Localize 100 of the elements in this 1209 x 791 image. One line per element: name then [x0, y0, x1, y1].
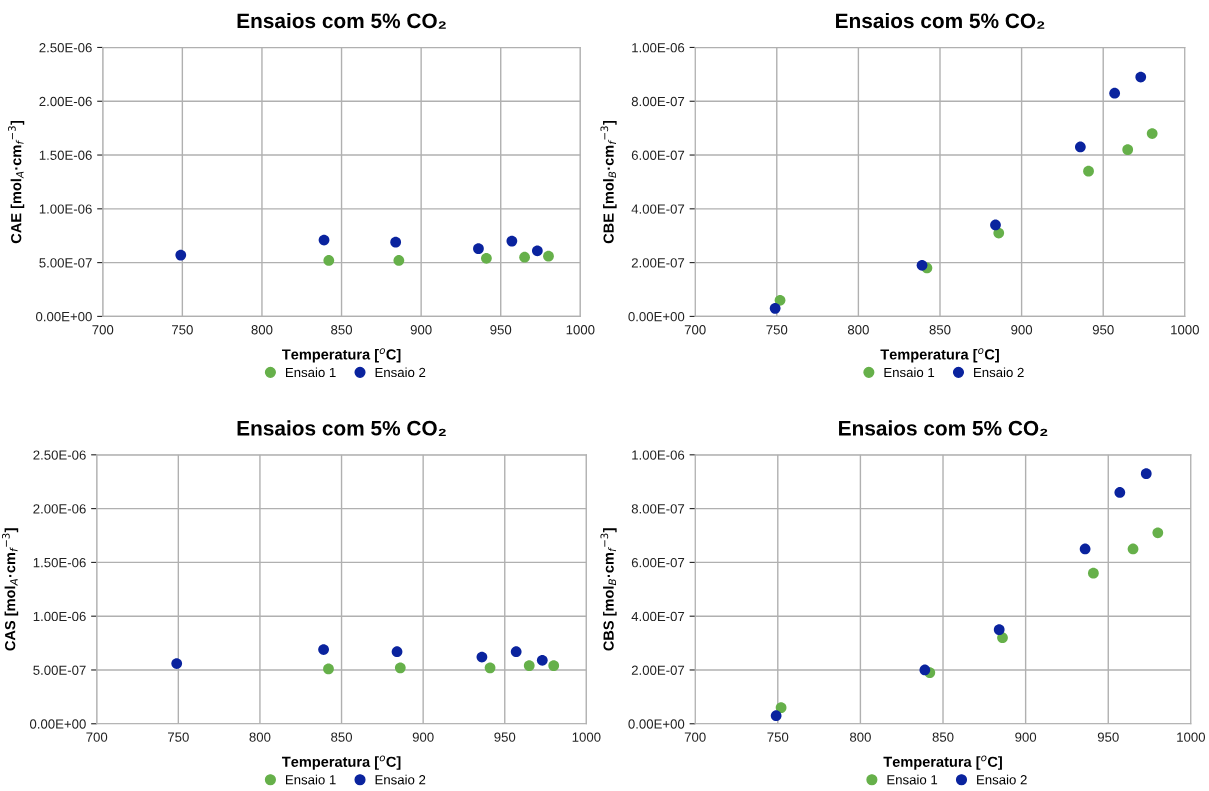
y-tick-label: 5.00E-07: [33, 665, 86, 675]
point: [543, 250, 554, 262]
x-tick-label: 800: [849, 732, 871, 742]
y-tick-label: 0.00E+00: [628, 311, 685, 322]
x-tick-label: 850: [929, 325, 951, 335]
y-tick-label: 0.00E+00: [628, 719, 685, 729]
x-tick-label: 800: [249, 732, 271, 742]
point: [1152, 527, 1164, 539]
x-axis-title: Temperatura [$^{o}$C]: [880, 348, 999, 363]
x-tick-label: 850: [932, 732, 954, 742]
legend-label: Ensaio 2: [977, 774, 1027, 785]
point: [1079, 543, 1091, 555]
legend-label: Ensaio 1: [286, 774, 336, 785]
x-tick-label: 900: [1011, 325, 1033, 335]
x-tick-label: 900: [412, 732, 434, 742]
x-tick-label: 800: [251, 325, 273, 335]
point: [323, 255, 335, 266]
y-tick-label: 6.00E-07: [631, 150, 685, 160]
point: [536, 654, 548, 666]
point: [1135, 71, 1147, 83]
x-tick-label: 900: [1015, 732, 1037, 742]
point: [769, 302, 781, 314]
point: [473, 243, 484, 255]
x-tick-label: 950: [494, 732, 516, 742]
point: [510, 646, 522, 658]
point: [1088, 567, 1099, 579]
legend-label: Ensaio 2: [375, 367, 426, 378]
y-axis-title: CBE [mol$_{B}$·cm$_{f}$$^{−3}$]: [600, 120, 617, 244]
y-tick-label: 2.50E-06: [39, 43, 92, 53]
point: [993, 624, 1005, 636]
y-tick-label: 1.00E-06: [632, 43, 685, 53]
point: [1146, 128, 1158, 139]
x-tick-label: 1000: [572, 732, 601, 742]
x-tick-label: 1000: [1171, 325, 1199, 335]
x-tick-label: 1000: [566, 325, 595, 335]
y-tick-label: 1.00E-06: [632, 450, 685, 460]
point: [1127, 543, 1139, 555]
point: [774, 294, 786, 306]
y-axis-title: CAS [mol$_{A}$·cm$_{f}$$^{−3}$]: [2, 528, 19, 651]
point: [323, 663, 334, 675]
y-tick-label: 1.00E-06: [33, 611, 86, 622]
y-tick-label: 1.50E-06: [33, 557, 86, 568]
chart-title: Ensaios com 5% CO₂: [836, 12, 1045, 29]
y-tick-label: 6.00E-07: [631, 557, 685, 568]
x-axis-title: Temperatura [$^{o}$C]: [281, 348, 401, 363]
y-tick-label: 8.00E-07: [631, 504, 685, 514]
point: [175, 249, 187, 261]
point: [1074, 141, 1086, 153]
point: [1122, 144, 1134, 156]
legend-label: Ensaio 2: [375, 774, 426, 785]
y-tick-label: 0.00E+00: [29, 719, 86, 729]
point: [916, 259, 928, 271]
y-tick-label: 2.00E-06: [33, 504, 86, 514]
x-tick-label: 750: [172, 325, 193, 335]
y-tick-label: 1.50E-06: [39, 150, 92, 160]
chart-title: Ensaios com 5% CO₂: [839, 420, 1048, 437]
point: [481, 252, 492, 264]
point: [1140, 468, 1152, 480]
y-tick-label: 8.00E-07: [631, 96, 685, 107]
point: [1083, 165, 1094, 177]
x-tick-label: 950: [490, 325, 512, 335]
y-tick-label: 4.00E-07: [631, 611, 685, 622]
legend-label: Ensaio 1: [887, 774, 938, 785]
x-tick-label: 700: [92, 325, 114, 335]
y-tick-label: 2.50E-06: [33, 450, 86, 460]
x-tick-label: 700: [684, 732, 706, 742]
x-tick-label: 800: [847, 325, 869, 335]
x-tick-label: 850: [331, 732, 353, 742]
y-axis-title: CBS [mol$_{B}$·cm$_{f}$$^{−3}$]: [600, 528, 617, 651]
x-tick-label: 700: [86, 732, 108, 742]
x-tick-label: 950: [1097, 732, 1119, 742]
point: [318, 234, 330, 246]
x-tick-label: 950: [1092, 325, 1114, 335]
point: [919, 664, 931, 676]
point: [548, 660, 560, 672]
point: [1109, 87, 1121, 99]
point: [523, 660, 535, 672]
x-axis-title: Temperatura [$^{o}$C]: [883, 755, 1002, 770]
legend-label: Ensaio 1: [884, 367, 935, 378]
y-tick-label: 5.00E-07: [39, 258, 92, 268]
point: [476, 651, 488, 663]
y-axis-title: CAE [mol$_{A}$·cm$_{f}$$^{−3}$]: [8, 120, 25, 244]
point: [775, 702, 787, 714]
point: [506, 235, 518, 247]
point: [531, 245, 543, 257]
point: [484, 662, 496, 674]
point: [519, 251, 530, 263]
y-tick-label: 1.00E-06: [39, 204, 92, 214]
point: [318, 644, 329, 655]
y-tick-label: 0.00E+00: [36, 311, 92, 322]
point: [391, 646, 403, 658]
x-tick-label: 850: [331, 325, 353, 335]
chart-title: Ensaios com 5% CO₂: [237, 12, 446, 29]
legend-label: Ensaio 1: [286, 367, 336, 378]
x-tick-label: 1000: [1177, 732, 1206, 742]
point: [171, 658, 183, 669]
legend-label: Ensaio 2: [974, 367, 1024, 378]
point: [990, 219, 1001, 231]
point: [390, 236, 402, 248]
chart-title: Ensaios com 5% CO₂: [237, 420, 446, 437]
